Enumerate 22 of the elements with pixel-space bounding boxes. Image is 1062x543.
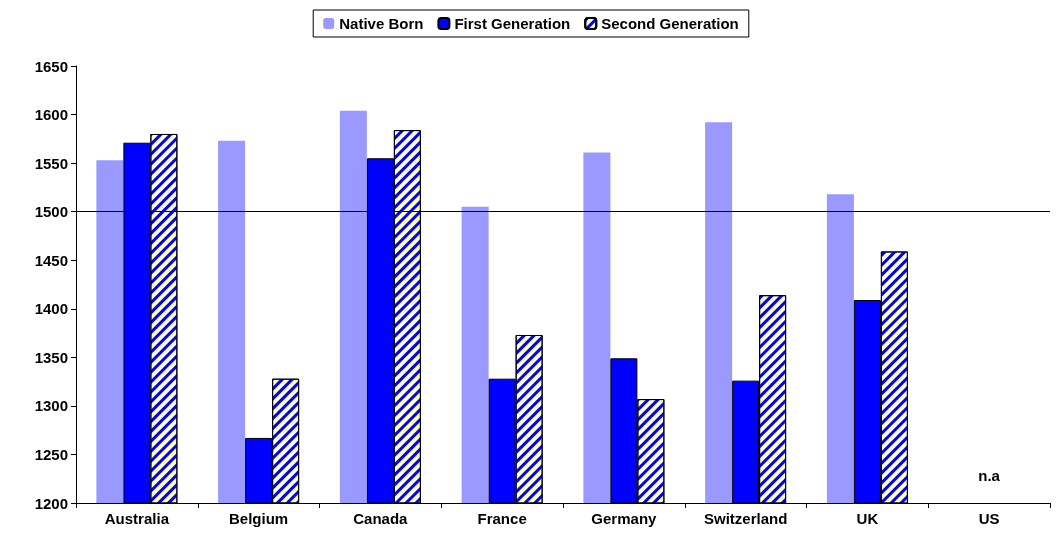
legend-label: Second Generation	[601, 15, 739, 32]
y-tick-label: 1450	[34, 251, 68, 269]
y-tick-label: 1250	[34, 445, 68, 463]
x-tick-label: Australia	[104, 510, 170, 527]
y-tick-label: 1500	[34, 203, 68, 221]
x-tick-label: Switzerland	[703, 510, 788, 527]
x-tick-label: UK	[856, 510, 879, 527]
legend-label: Native Born	[339, 15, 424, 32]
legend-label: First Generation	[454, 15, 571, 32]
y-tick-label: 1600	[34, 106, 68, 124]
y-tick-label: 1550	[34, 154, 68, 172]
x-tick-label: Belgium	[229, 510, 289, 527]
y-tick-label: 1650	[34, 57, 68, 75]
y-tick-label: 1300	[34, 397, 68, 415]
x-tick-label: US	[978, 510, 1000, 527]
annotation: n.a	[978, 466, 1001, 484]
x-tick-label: France	[477, 510, 527, 527]
y-tick-label: 1350	[34, 348, 68, 366]
x-tick-label: Germany	[591, 510, 658, 527]
x-tick-label: Canada	[353, 510, 409, 527]
y-tick-label: 1200	[34, 494, 68, 512]
y-tick-label: 1400	[34, 300, 68, 318]
